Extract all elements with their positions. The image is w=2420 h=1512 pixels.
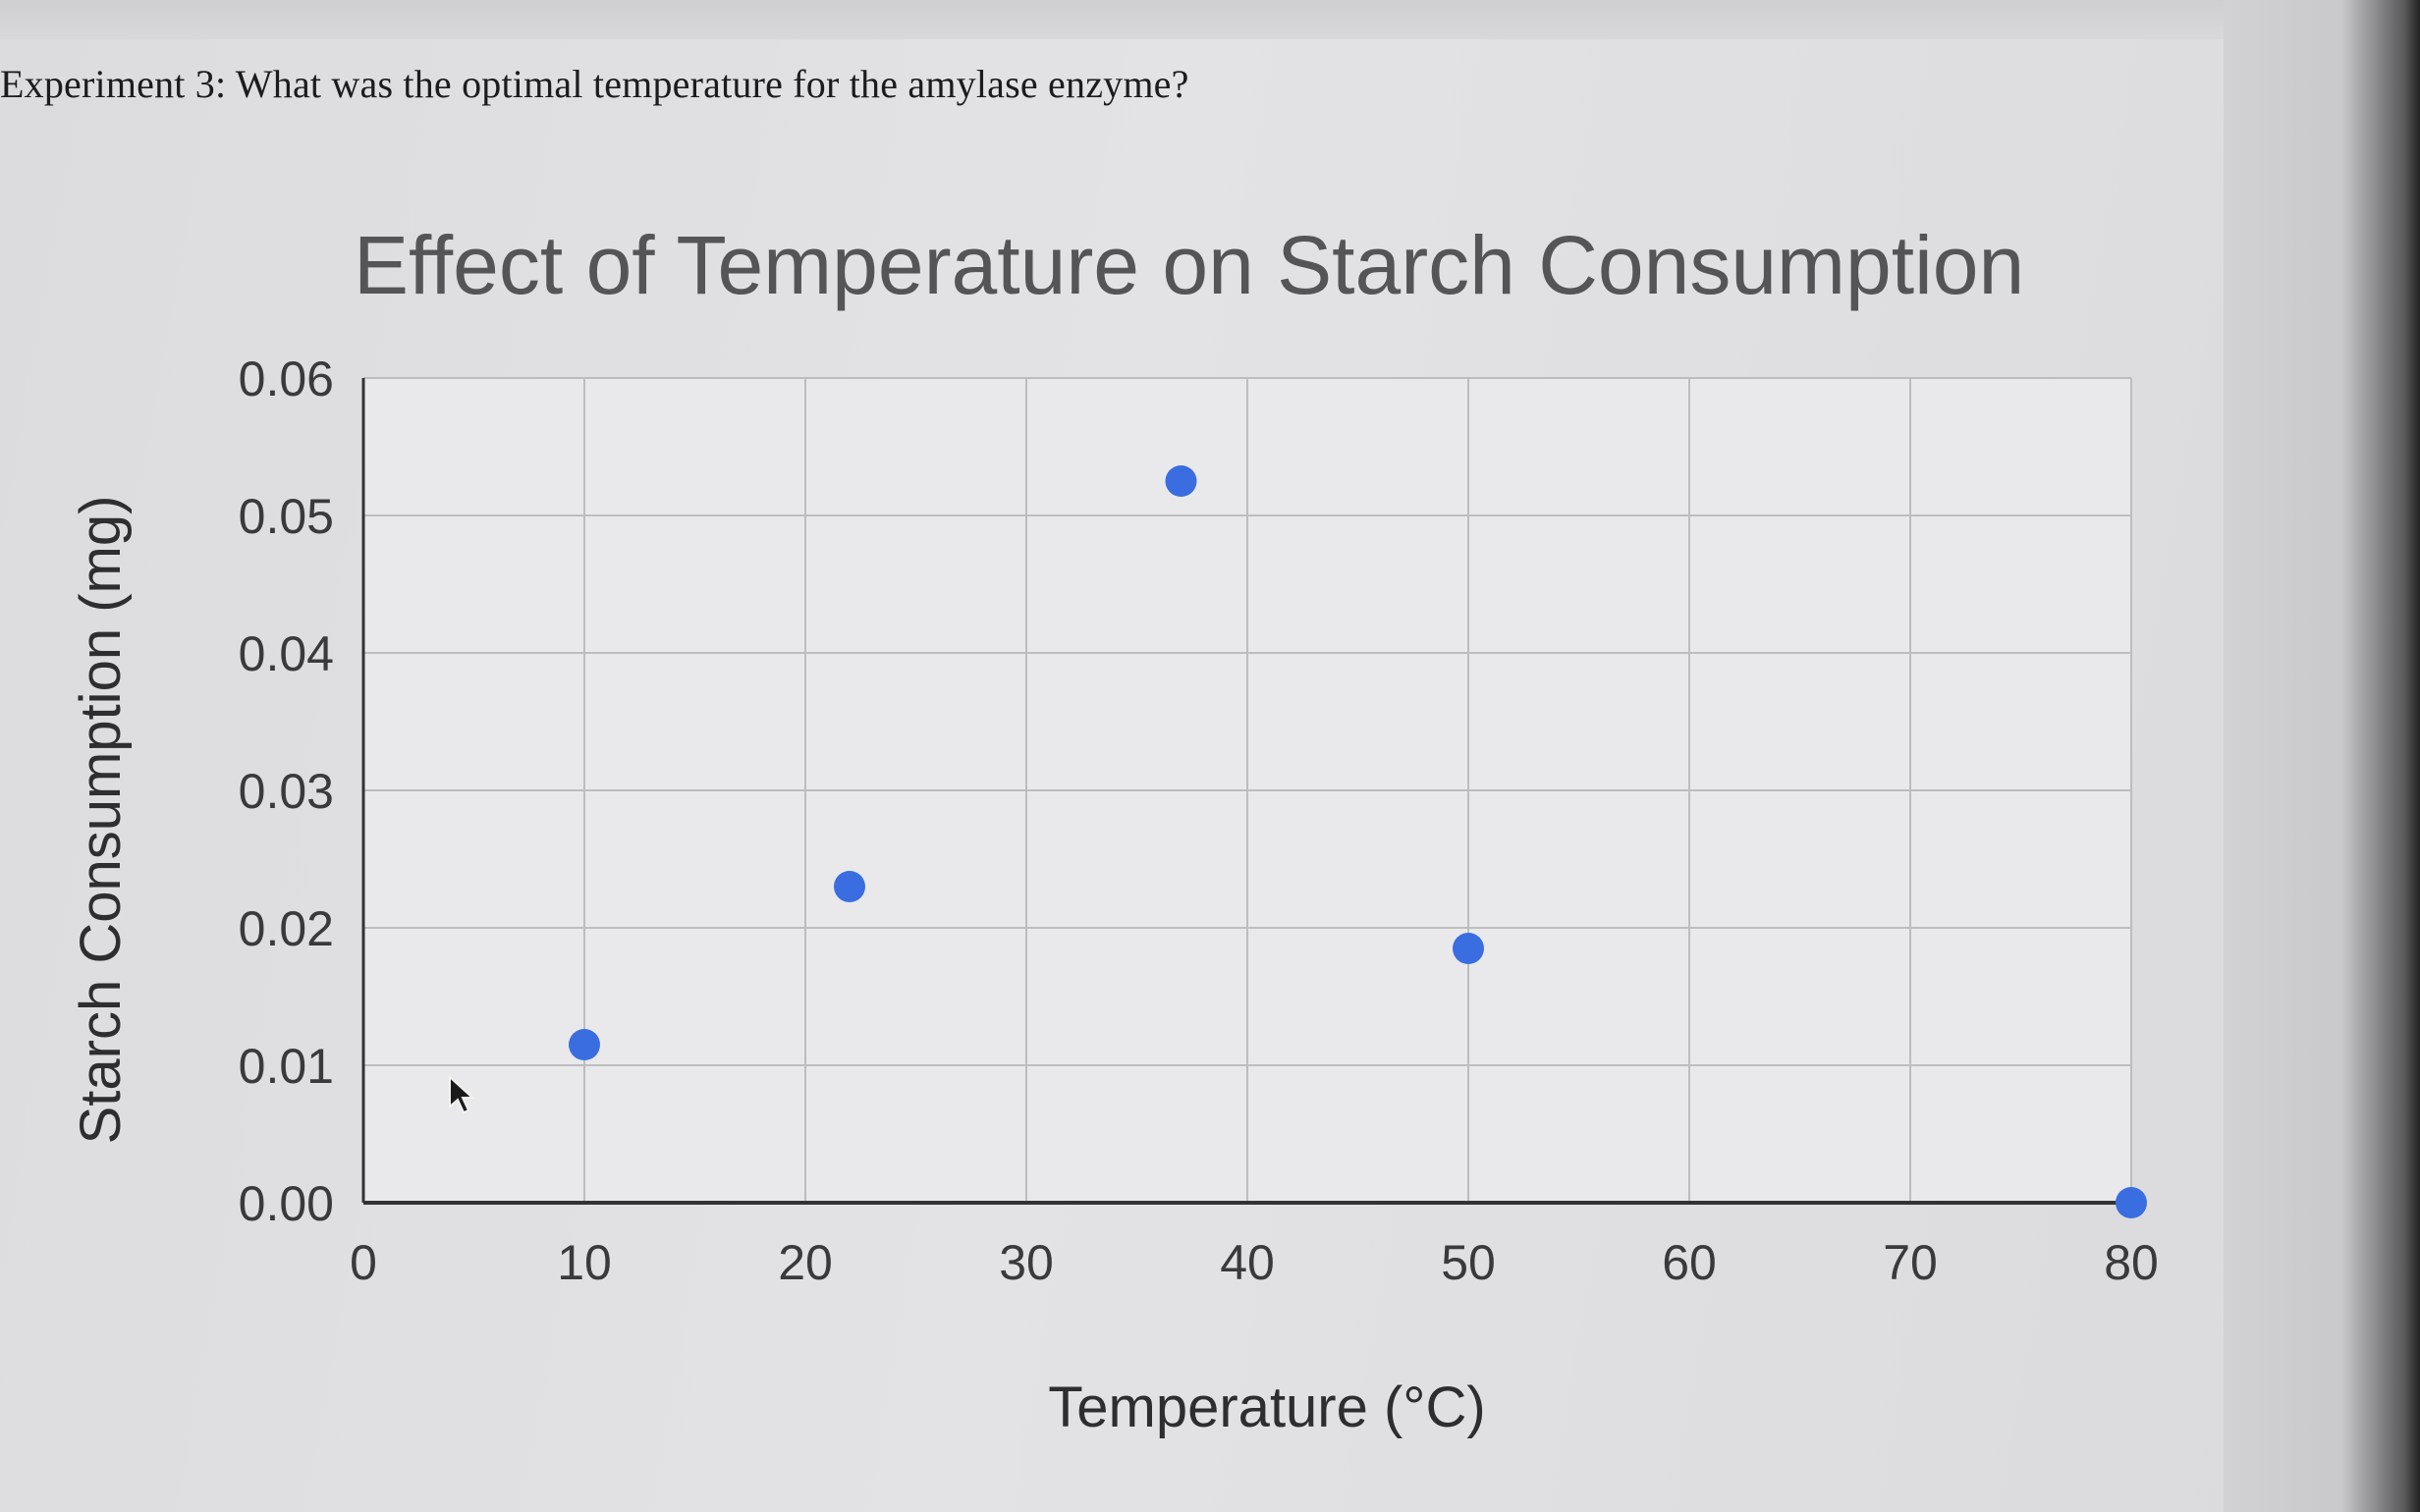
data-point [1165,465,1197,497]
mouse-cursor-icon [449,1074,475,1114]
x-tick-label: 10 [557,1235,612,1290]
grid-lines [363,377,2132,1203]
data-point [1453,933,1484,964]
x-axis-title: Temperature (°C) [1048,1376,1485,1439]
x-tick-label: 0 [350,1235,377,1290]
question-text: Experiment 3: What was the optimal tempe… [0,62,1189,106]
y-tick-label: 0.03 [239,764,334,819]
y-tick-label: 0.05 [239,489,334,544]
x-tick-label: 30 [999,1235,1054,1290]
x-tick-labels: 0 10 20 30 40 50 60 70 80 [350,1235,2159,1290]
y-tick-label: 0.00 [239,1176,334,1231]
x-tick-label: 20 [778,1235,833,1290]
x-tick-label: 50 [1441,1235,1496,1290]
x-tick-label: 40 [1220,1235,1275,1290]
x-tick-label: 80 [2104,1235,2159,1290]
y-tick-labels: 0.00 0.01 0.02 0.03 0.04 0.05 0.06 [239,351,334,1231]
top-strip [0,0,2420,39]
x-tick-label: 60 [1662,1235,1717,1290]
y-tick-label: 0.01 [239,1039,334,1094]
data-point [2116,1187,2147,1218]
axes [361,378,2131,1205]
y-tick-label: 0.02 [239,901,334,956]
data-point [569,1029,600,1060]
data-points [569,465,2147,1218]
y-axis-title: Starch Consumption (mg) [69,496,133,1145]
x-tick-label: 70 [1883,1235,1938,1290]
data-point [834,871,865,902]
y-tick-label: 0.06 [239,351,334,406]
monitor-bezel [2224,0,2420,1512]
chart-title: Effect of Temperature on Starch Consumpt… [354,219,2025,311]
y-tick-label: 0.04 [239,626,334,681]
